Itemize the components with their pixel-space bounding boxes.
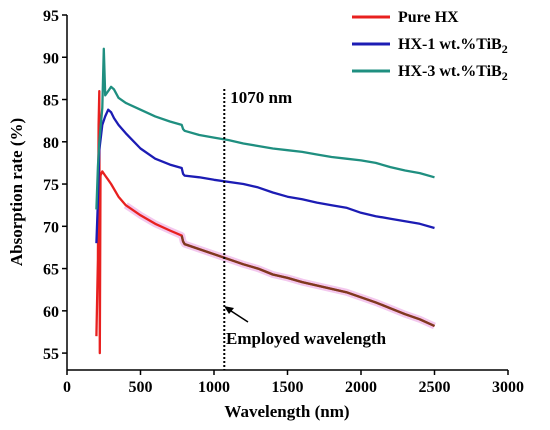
x-tick-label: 500 bbox=[129, 379, 153, 396]
series-line-pure-hx-tail bbox=[180, 235, 435, 328]
y-tick-label: 80 bbox=[43, 135, 59, 152]
x-tick-label: 1000 bbox=[198, 379, 230, 396]
y-tick-label: 75 bbox=[43, 177, 59, 194]
x-axis-title: Wavelength (nm) bbox=[224, 402, 349, 421]
series-line-hx-3 bbox=[95, 47, 435, 210]
y-tick-label: 95 bbox=[43, 8, 59, 25]
legend: Pure HX HX-1 wt.%TiB2 HX-3 wt.%TiB2 bbox=[352, 9, 508, 83]
x-tick-label: 3000 bbox=[492, 379, 524, 396]
y-tick-label: 60 bbox=[43, 304, 59, 321]
wavelength-marker-label: 1070 nm bbox=[230, 88, 292, 107]
y-tick-label: 90 bbox=[43, 50, 59, 67]
y-tick-label: 55 bbox=[43, 346, 59, 363]
legend-label-hx-3: HX-3 wt.%TiB2 bbox=[398, 63, 508, 83]
y-tick-label: 85 bbox=[43, 93, 59, 110]
y-tick-label: 65 bbox=[43, 262, 59, 279]
x-tick-label: 0 bbox=[63, 379, 71, 396]
legend-label-pure-hx: Pure HX bbox=[398, 9, 459, 26]
x-tick-label: 1500 bbox=[272, 379, 304, 396]
employed-wavelength-label: Employed wavelength bbox=[226, 329, 387, 348]
annotation-arrowhead bbox=[224, 306, 234, 314]
x-tick-label: 2500 bbox=[419, 379, 451, 396]
y-axis-title: Absorption rate (%) bbox=[7, 118, 26, 266]
plot-area bbox=[95, 47, 436, 355]
x-tick-label: 2000 bbox=[345, 379, 377, 396]
series-line-hx-1 bbox=[95, 108, 435, 244]
legend-label-hx-1: HX-1 wt.%TiB2 bbox=[398, 36, 508, 56]
axis-ticks: 0 500 1000 1500 2000 2500 3000 55 60 65 70 75 80 85 90… bbox=[43, 8, 524, 396]
y-tick-label: 70 bbox=[43, 219, 59, 236]
